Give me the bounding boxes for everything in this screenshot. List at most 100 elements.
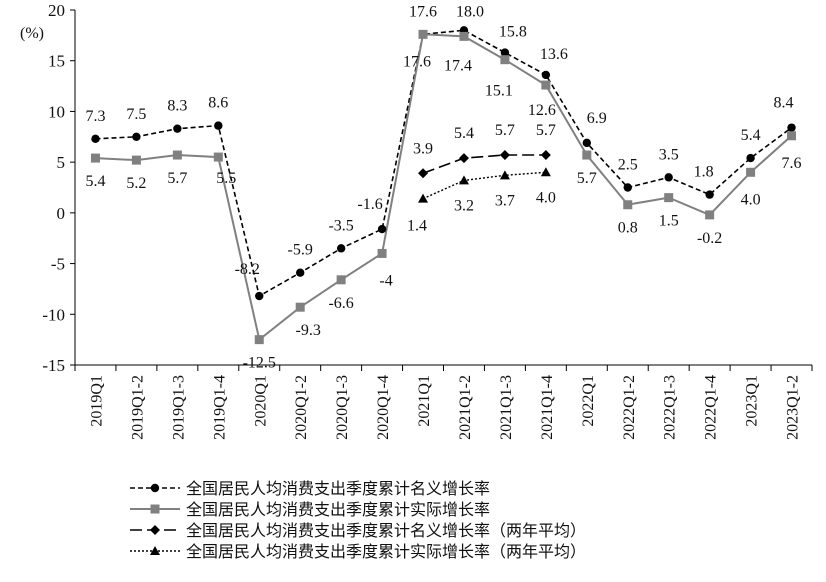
- x-tick-label: 2021Q1-3: [498, 375, 515, 440]
- x-tick-label: 2020Q1-3: [334, 375, 351, 440]
- data-label-s2-10: 15.1: [485, 83, 513, 100]
- data-point-s2-2: [172, 150, 182, 160]
- data-label-s2-17: 7.6: [782, 155, 802, 172]
- legend-marker-1: [150, 483, 160, 493]
- data-label-s1-15: 1.8: [694, 164, 714, 181]
- data-label-s1-3: 8.6: [208, 95, 228, 112]
- x-tick-label: 2022Q1-2: [621, 375, 638, 440]
- x-tick-label: 2020Q1-4: [375, 375, 392, 440]
- x-tick-label: 2020Q1-2: [293, 375, 310, 440]
- data-label-s3-10: 5.7: [495, 122, 515, 139]
- legend-label-2: 全国居民人均消费支出季度累计实际增长率: [186, 501, 490, 519]
- data-label-s2-5: -9.3: [296, 322, 321, 339]
- data-label-s2-9: 17.4: [444, 57, 472, 74]
- y-tick-label: -10: [42, 305, 65, 324]
- data-point-s1-5: [295, 268, 305, 277]
- data-point-s2-15: [705, 210, 715, 220]
- x-tick-label: 2020Q1: [252, 375, 269, 427]
- y-tick-label: 10: [48, 102, 65, 121]
- legend-marker-2: [150, 504, 160, 514]
- series-line-2: [95, 33, 793, 342]
- series-line-4: [422, 171, 546, 200]
- data-label-s2-14: 1.5: [659, 213, 679, 230]
- data-label-s4-11: 4.0: [536, 189, 556, 206]
- data-label-s1-10: 15.8: [499, 24, 527, 41]
- x-tick-label: 2019Q1-3: [170, 375, 187, 440]
- x-tick-label: 2022Q1-4: [703, 375, 720, 440]
- data-point-s2-12: [582, 150, 592, 160]
- data-point-s1-15: [705, 190, 714, 199]
- legend-label-3: 全国居民人均消费支出季度累计名义增长率（两年平均）: [186, 522, 586, 540]
- data-point-s2-13: [623, 200, 633, 210]
- data-point-s4-10: [499, 170, 510, 180]
- data-point-s1-10: [500, 48, 510, 57]
- data-label-s2-0: 5.4: [85, 173, 105, 190]
- x-tick-label: 2022Q1-3: [662, 375, 679, 440]
- data-point-s1-4: [255, 291, 264, 301]
- data-point-s2-11: [541, 80, 551, 90]
- legend-marker-4: [150, 546, 160, 555]
- x-tick-label: 2023Q1-2: [785, 375, 802, 440]
- data-point-s1-0: [91, 134, 100, 144]
- data-point-s1-14: [664, 173, 673, 182]
- data-label-s1-17: 8.4: [774, 95, 794, 112]
- data-point-s1-11: [541, 70, 551, 80]
- data-point-s4-9: [458, 175, 469, 185]
- data-point-s3-10: [499, 150, 510, 161]
- data-point-s3-8: [418, 168, 429, 179]
- data-point-s2-0: [90, 153, 100, 163]
- data-point-s2-9: [459, 31, 469, 41]
- data-label-s1-8: 17.6: [409, 3, 437, 20]
- series-lines: [95, 29, 793, 342]
- data-label-s1-1: 7.5: [126, 106, 146, 123]
- x-tick-label: 2019Q1-2: [129, 375, 146, 440]
- data-point-s2-7: [377, 248, 387, 258]
- data-point-s1-12: [582, 138, 592, 148]
- legend: 全国居民人均消费支出季度累计名义增长率全国居民人均消费支出季度累计实际增长率全国…: [130, 480, 586, 561]
- data-point-s2-17: [787, 131, 797, 141]
- data-label-s2-6: -6.6: [328, 295, 353, 312]
- y-tick-label: 5: [57, 153, 66, 172]
- data-point-s1-17: [787, 123, 796, 132]
- data-label-s1-11: 13.6: [540, 46, 568, 63]
- data-point-s3-9: [458, 153, 469, 164]
- data-point-s2-8: [418, 29, 428, 39]
- data-label-s3-11: 5.7: [536, 122, 556, 139]
- data-point-s2-3: [213, 152, 223, 162]
- x-tick-label: 2019Q1-4: [211, 375, 228, 440]
- data-label-s2-4: -12.5: [243, 355, 276, 372]
- x-tick-label: 2022Q1: [580, 375, 597, 427]
- data-point-s1-3: [214, 121, 223, 130]
- data-label-s2-7: -4: [379, 272, 392, 289]
- y-tick-label: -15: [42, 356, 65, 375]
- x-tick-label: 2021Q1-2: [457, 375, 474, 440]
- x-tick-label: 2021Q1: [416, 375, 433, 427]
- data-label-s2-2: 5.7: [167, 170, 187, 187]
- data-label-s1-6: -3.5: [328, 217, 353, 234]
- data-point-s1-6: [336, 244, 346, 253]
- data-label-s2-16: 4.0: [741, 191, 761, 208]
- chart-axes: -15 -10 -5 0 5 10 15 20(%) 2019Q1 2019Q1-2 2019Q1-…: [20, 1, 813, 440]
- legend-marker-3: [150, 525, 160, 535]
- data-label-s2-12: 5.7: [577, 170, 597, 187]
- data-label-s1-5: -5.9: [288, 242, 313, 259]
- y-tick-label: -5: [51, 255, 65, 274]
- x-tick-label: 2023Q1: [744, 375, 761, 427]
- data-label-s3-9: 5.4: [454, 125, 474, 142]
- data-label-s4-9: 3.2: [454, 197, 474, 214]
- data-label-s2-3: 5.5: [216, 170, 236, 187]
- y-tick-label: 20: [48, 1, 65, 20]
- data-point-s2-4: [254, 335, 264, 345]
- data-label-s4-8: 1.4: [407, 218, 427, 235]
- data-point-s2-16: [746, 167, 756, 177]
- data-label-s1-0: 7.3: [85, 108, 105, 125]
- data-point-s1-13: [623, 183, 632, 192]
- data-point-s1-7: [377, 224, 387, 234]
- data-label-s2-8: 17.6: [403, 53, 431, 70]
- x-tick-label: 2021Q1-4: [539, 375, 556, 440]
- data-point-s1-1: [132, 132, 141, 141]
- data-label-s1-14: 3.5: [659, 146, 679, 163]
- data-label-s1-16: 5.4: [741, 127, 761, 144]
- data-label-s1-7: -1.6: [357, 196, 382, 213]
- data-point-s4-8: [418, 193, 429, 203]
